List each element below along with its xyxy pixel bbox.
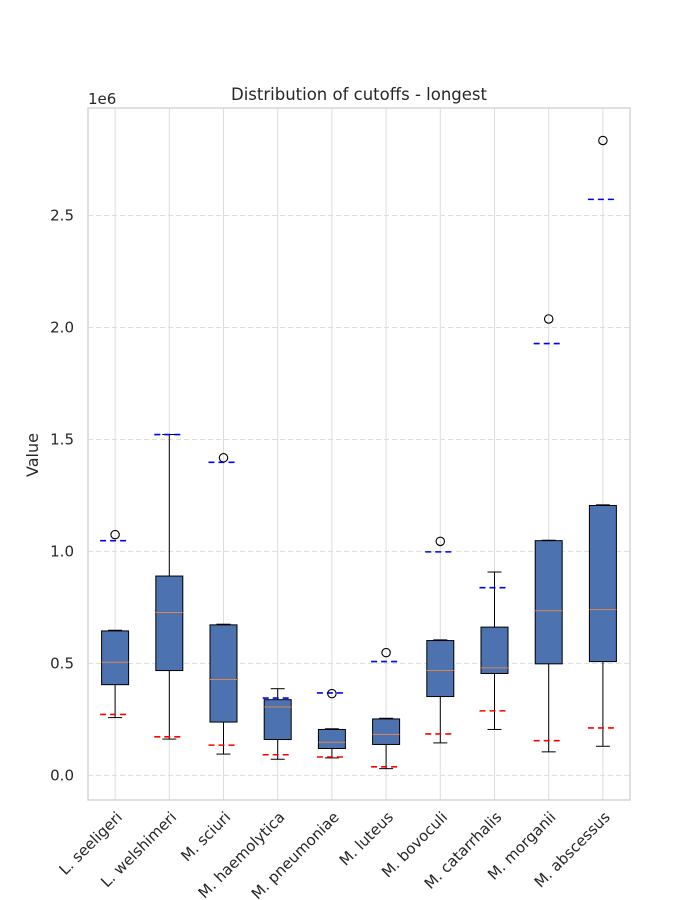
box-iqr bbox=[534, 540, 563, 665]
chart-title: Distribution of cutoffs - longest bbox=[231, 85, 488, 104]
outlier-point bbox=[435, 536, 446, 547]
y-tick-label: 1.0 bbox=[50, 542, 74, 560]
y-axis-label: Value bbox=[23, 433, 42, 477]
box-iqr bbox=[588, 505, 617, 663]
outlier-point bbox=[218, 453, 229, 463]
box-iqr bbox=[263, 699, 292, 741]
y-tick-label: 2.0 bbox=[50, 318, 74, 336]
plot-frame bbox=[87, 107, 631, 801]
box-iqr bbox=[426, 640, 455, 698]
box-iqr bbox=[101, 630, 130, 686]
y-tick-labels: 0.0 0.5 1.0 1.5 2.0 2.5 bbox=[50, 206, 74, 784]
outlier-point bbox=[543, 314, 554, 324]
box-iqr bbox=[209, 624, 238, 723]
outlier-point bbox=[381, 647, 391, 658]
box-layer bbox=[100, 135, 618, 770]
box-iqr bbox=[372, 718, 401, 745]
y-scale-offset-label: 1e6 bbox=[88, 90, 116, 108]
y-tick-label: 2.5 bbox=[50, 206, 74, 224]
y-tick-label: 0.5 bbox=[50, 654, 74, 672]
y-tick-label: 0.0 bbox=[50, 766, 74, 784]
outlier-point bbox=[598, 135, 608, 146]
y-tick-label: 1.5 bbox=[50, 430, 74, 448]
box-iqr bbox=[155, 575, 184, 672]
box-iqr bbox=[317, 728, 346, 749]
box-iqr bbox=[480, 626, 509, 674]
outlier-point bbox=[327, 688, 337, 699]
outlier-point bbox=[110, 529, 120, 540]
